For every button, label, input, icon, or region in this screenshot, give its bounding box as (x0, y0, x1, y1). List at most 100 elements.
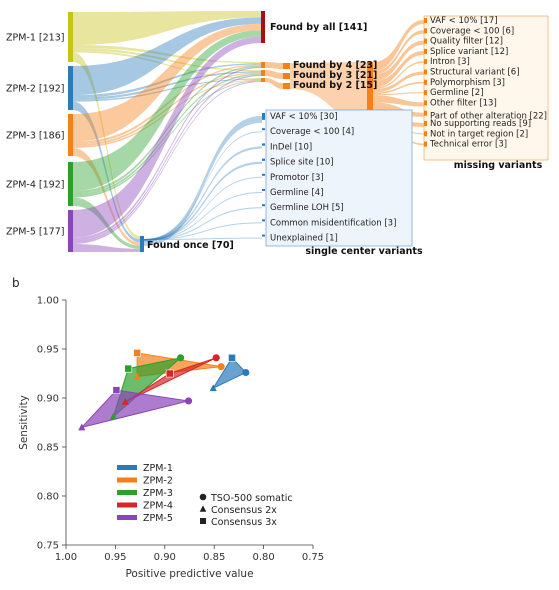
single-item-marker-0 (262, 113, 265, 120)
flow-band-zpm3-all (73, 23, 261, 142)
x-tick-label: 0.80 (252, 552, 274, 563)
flow-band-zpm1-once (73, 52, 140, 240)
source-node-zpm5 (68, 210, 73, 252)
triangle-zpm-3 (112, 356, 183, 419)
legend-marker-consensus3x (199, 517, 207, 525)
missing-item-12: Technical error [3] (429, 140, 507, 150)
single-item-6: Germline LOH [5] (270, 203, 344, 213)
single-item-4: Promotor [3] (270, 173, 324, 183)
legend-marker-label-consensus3x: Consensus 3x (211, 517, 277, 528)
missing-item-5: Structural variant [6] (430, 68, 520, 78)
missing-item-marker-3 (424, 48, 427, 54)
flow-band-zpm3-once (73, 148, 140, 246)
single-item-marker-2 (262, 143, 265, 146)
missing-variants-title: missing variants (454, 160, 543, 171)
missing-item-marker-10 (424, 121, 427, 126)
missing-item-marker-5 (424, 69, 427, 75)
flow-band-zpm1-by4 (73, 45, 261, 64)
point-zpm-5-somatic (184, 397, 193, 405)
legend-marker-label-consensus2x: Consensus 2x (211, 505, 277, 516)
legend-marker-somatic (199, 493, 207, 501)
flow-band-zpm2-by3 (73, 71, 261, 100)
legend-marker-label-somatic: TSO-500 somatic (210, 493, 293, 504)
missing-item-2: Quality filter [12] (430, 37, 503, 47)
point-zpm-1-somatic (242, 368, 250, 377)
missing-item-marker-12 (424, 141, 427, 147)
sankey-nodes (68, 11, 549, 252)
middle-label-by4: Found by 4 [23] (293, 60, 377, 71)
triangle-zpm-1 (211, 357, 247, 390)
y-tick-label: 0.95 (37, 345, 59, 356)
missing-item-1: Coverage < 100 [6] (430, 26, 514, 36)
partial-band-by4 (265, 62, 283, 69)
x-tick-label: 0.75 (302, 552, 324, 563)
point-zpm-1-consensus3x (228, 353, 236, 362)
missing-band-5 (373, 71, 424, 93)
flow-band-zpm4-once (73, 197, 140, 249)
single-band-0 (144, 116, 262, 246)
missing-variants-box (423, 15, 549, 161)
triangle-zpm-5 (80, 389, 189, 429)
single-center-title: single center variants (305, 246, 423, 257)
single-item-0: VAF < 10% [30] (270, 112, 338, 122)
scatter-points (78, 349, 250, 431)
y-tick-label: 1.00 (37, 296, 59, 307)
point-zpm-3-consensus2x (109, 412, 117, 420)
y-tick-label: 0.80 (37, 492, 59, 503)
single-item-3: Splice site [10] (270, 158, 334, 168)
legend-marker-consensus2x (199, 505, 207, 512)
missing-item-marker-4 (424, 59, 427, 65)
source-label-zpm2: ZPM-2 [192] (6, 84, 64, 95)
point-zpm-4-consensus2x (121, 398, 129, 405)
partial-node-by4 (283, 63, 290, 69)
legend-label-zpm-2: ZPM-2 (143, 476, 173, 487)
legend-swatch-zpm-4 (117, 502, 137, 508)
legend-swatch-zpm-2 (117, 477, 137, 483)
triangle-zpm-4 (125, 357, 217, 403)
single-item-8: Unexplained [1] (270, 234, 338, 244)
flow-band-zpm4-by4 (73, 65, 261, 194)
legend-label-zpm-5: ZPM-5 (143, 513, 173, 524)
sankey-bands (73, 11, 424, 252)
source-label-zpm3: ZPM-3 [186] (6, 131, 64, 142)
point-zpm-1-consensus2x (209, 384, 217, 392)
partial-band-by2 (265, 78, 283, 89)
missing-band-8 (373, 95, 424, 107)
point-zpm-4-consensus3x (165, 369, 174, 378)
legend-swatch-zpm-1 (117, 465, 137, 470)
missing-band-2 (373, 40, 424, 82)
flow-band-zpm5-all (73, 36, 261, 238)
point-zpm-2-somatic (217, 363, 225, 371)
single-item-marker-8 (262, 234, 265, 237)
single-band-5 (144, 192, 262, 240)
x-tick-label: 0.95 (104, 552, 126, 563)
missing-feed-band (290, 62, 367, 122)
single-item-marker-6 (262, 204, 265, 207)
partial-node-by3 (283, 73, 290, 79)
missing-item-marker-11 (424, 131, 427, 137)
flow-band-zpm5-by2 (73, 81, 261, 245)
missing-item-9: Part of other alteration [22] (430, 112, 547, 122)
legend-label-zpm-4: ZPM-4 (143, 501, 173, 512)
single-band-7 (144, 222, 262, 240)
middle-node-all (261, 11, 265, 43)
x-tick-label: 0.90 (154, 552, 176, 563)
single-item-7: Common misidentification [3] (270, 218, 396, 228)
flow-band-zpm3-by3 (73, 72, 261, 147)
missing-item-8: Other filter [13] (430, 98, 497, 108)
y-axis-label: Sensitivity (18, 395, 30, 450)
y-tick-label: 0.85 (37, 443, 59, 454)
missing-item-0: VAF < 10% [17] (430, 16, 498, 26)
flow-band-zpm2-by2 (73, 78, 261, 102)
missing-item-marker-9 (424, 110, 427, 116)
legend-label-zpm-1: ZPM-1 (143, 463, 173, 474)
point-zpm-3-somatic (177, 354, 185, 362)
flow-band-zpm1-all (73, 11, 261, 45)
middle-label-all: Found by all [141] (270, 22, 367, 33)
point-zpm-3-consensus3x (124, 364, 133, 373)
missing-band-3 (373, 50, 424, 88)
missing-band-0 (373, 20, 424, 72)
flow-band-zpm5-by3 (73, 74, 261, 243)
missing-item-marker-7 (424, 90, 427, 96)
